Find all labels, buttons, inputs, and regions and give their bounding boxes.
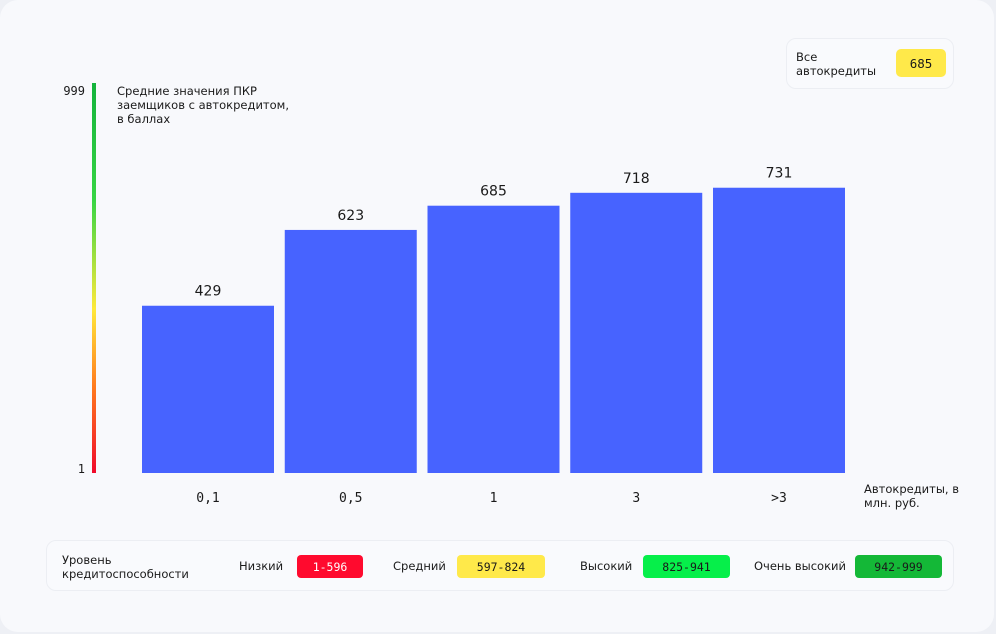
bar-value-label-4: 731 — [766, 166, 793, 182]
x-tick-label-4: >3 — [771, 491, 787, 506]
summary-box: Все автокредиты 685 — [786, 38, 954, 89]
scale-max-label: 999 — [63, 84, 85, 98]
x-tick-label-2: 1 — [490, 491, 498, 506]
bar-1 — [284, 229, 417, 473]
x-tick-label-1: 0,5 — [339, 491, 362, 506]
bar-chart: 429 0,1 623 0,5 685 1 718 3 731 >3 — [142, 166, 845, 506]
bar-0 — [142, 305, 274, 473]
legend-label-high: Высокий — [580, 559, 633, 573]
bar-4 — [713, 187, 845, 473]
score-scale-bar — [92, 83, 96, 473]
legend-chip-high: 825-941 — [643, 555, 730, 578]
bar-value-label-3: 718 — [623, 171, 650, 187]
bar-3 — [570, 192, 703, 473]
legend-label-very-high: Очень высокий — [754, 559, 846, 573]
summary-label: Все автокредиты — [796, 50, 877, 78]
legend-chip-low: 1-596 — [297, 555, 363, 578]
scale-min-label: 1 — [77, 462, 85, 476]
x-tick-label-0: 0,1 — [196, 491, 219, 506]
bar-2 — [427, 205, 560, 473]
legend-chip-medium: 597-824 — [457, 555, 545, 578]
y-axis-title: Средние значения ПКР заемщиков с автокре… — [117, 84, 289, 126]
legend-box: Уровень кредитоспособности Низкий 1-596 … — [46, 540, 954, 591]
legend-chip-very-high: 942-999 — [855, 555, 942, 578]
bar-value-label-2: 685 — [480, 184, 507, 200]
legend-label-low: Низкий — [239, 559, 284, 573]
bar-value-label-0: 429 — [195, 284, 222, 300]
x-tick-label-3: 3 — [632, 491, 640, 506]
summary-value-badge: 685 — [896, 49, 946, 77]
legend-title: Уровень кредитоспособности — [62, 553, 189, 581]
x-axis-title: Автокредиты, в млн. руб. — [864, 482, 959, 510]
legend-label-medium: Средний — [393, 559, 446, 573]
bar-value-label-1: 623 — [337, 208, 364, 224]
